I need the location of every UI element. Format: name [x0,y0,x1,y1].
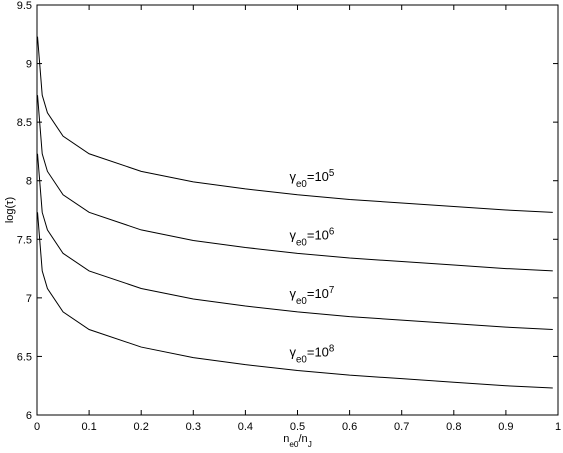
label-part: e0 [289,440,299,449]
label-part: γ [290,286,297,301]
x-tick-label: 0.1 [81,421,96,433]
label-part: 7 [329,284,334,295]
label-part: 6 [329,226,334,237]
x-tick-label: 0.6 [342,421,357,433]
x-tick-label: 0.5 [290,421,305,433]
label-part: γ [290,344,297,359]
curve-label: γe0=107 [290,284,335,306]
y-tick-label: 8.5 [17,117,32,129]
label-part: e0 [296,354,307,365]
y-tick-label: 7.5 [17,234,32,246]
y-tick-label: 6.5 [17,351,32,363]
label-part: e0 [296,178,307,189]
x-tick-label: 1 [555,421,561,433]
y-tick-label: 6 [26,410,32,422]
y-tick-label: 8 [26,176,32,188]
label-part: 5 [329,167,335,178]
x-axis-label: ne0/nJ [283,433,312,449]
y-tick-label: 9.5 [17,0,32,12]
label-part: n [283,433,289,445]
y-axis-label: log(τ) [4,197,16,223]
label-part: γ [290,227,297,242]
x-tick-label: 0.2 [134,421,149,433]
label-part: e0 [296,237,307,248]
x-tick-label: 0.7 [394,421,409,433]
label-part: =10 [307,227,329,242]
x-tick-label: 0.4 [238,421,253,433]
y-tick-label: 9 [26,59,32,71]
label-part: e0 [296,295,307,306]
x-tick-label: 0.9 [498,421,513,433]
label-part: γ [290,169,297,184]
x-tick-label: 0.3 [186,421,201,433]
label-part: =10 [307,169,329,184]
curve-label: γe0=105 [290,167,335,189]
curve-label: γe0=106 [290,226,335,248]
label-part: =10 [307,344,329,359]
line [37,153,553,330]
y-tick-label: 7 [26,293,32,305]
line [37,95,553,272]
label-part: J [308,440,312,449]
label-part: 8 [329,343,334,354]
line [37,212,553,389]
line [37,36,553,213]
x-tick-label: 0.8 [446,421,461,433]
x-tick-label: 0 [34,421,40,433]
label-part: =10 [307,286,329,301]
curve-label: γe0=108 [290,343,335,365]
label-part: /n [299,433,308,445]
